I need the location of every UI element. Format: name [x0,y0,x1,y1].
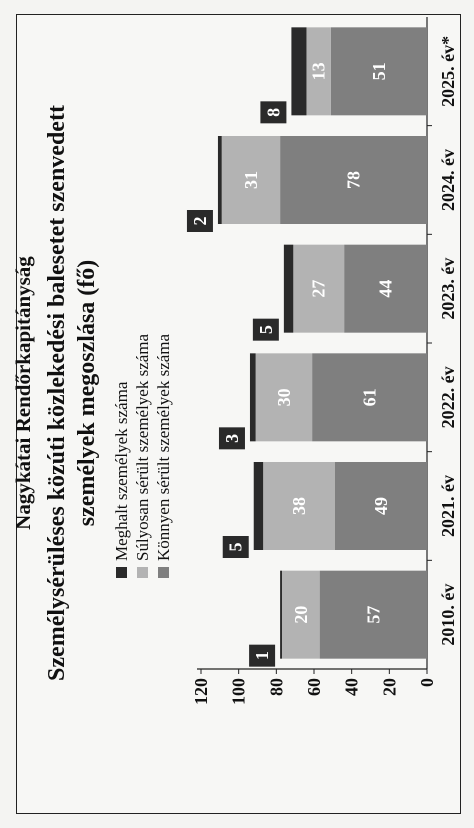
data-label-killed: 1 [252,651,272,660]
y-tick-label: 120 [191,678,211,705]
bar-segment-killed [283,244,294,333]
bar-segment-killed [253,462,264,550]
data-label-killed: 3 [222,434,242,443]
data-label-killed: 8 [263,108,283,117]
bar-segment-light [312,353,427,442]
y-tick-label: 40 [342,678,362,696]
x-category-label: 2025. év* [438,36,458,107]
bar-segment-severe [306,27,331,116]
data-label-killed: 5 [226,543,246,552]
data-label-severe: 27 [309,280,329,298]
data-label-killed: 5 [256,325,276,334]
y-tick-label: 60 [304,678,324,696]
data-label-severe: 20 [291,606,311,624]
y-tick-label: 0 [417,678,437,687]
data-label-box-killed [218,427,245,450]
y-tick-label: 20 [379,678,399,696]
data-label-severe: 31 [241,171,261,189]
x-category-label: 2010. év [438,584,458,646]
data-label-light: 78 [344,171,364,189]
bar-segment-severe [255,353,313,442]
data-label-box-killed [249,644,276,667]
x-category-label: 2022. év [438,366,458,428]
data-label-box-killed [260,101,287,124]
bar-segment-killed [291,27,307,116]
data-label-light: 44 [376,280,396,298]
bar-segment-severe [281,570,320,659]
bar-segment-light [344,244,427,333]
data-label-killed: 2 [190,217,210,226]
x-category-label: 2023. év [438,258,458,320]
bar-segment-light [280,136,427,224]
bar-segment-severe [263,462,335,550]
data-label-box-killed [222,536,249,558]
data-label-severe: 30 [274,388,294,406]
bar-segment-light [330,27,428,116]
x-category-label: 2024. év [438,149,458,211]
data-label-box-killed [252,318,279,341]
bar-segment-light [319,570,427,659]
y-tick-label: 80 [266,678,286,696]
bar-segment-severe [221,136,281,224]
y-tick-label: 100 [229,678,249,705]
bar-segment-killed [217,136,222,224]
x-category-label: 2021. év [438,475,458,537]
data-label-light: 49 [371,497,391,515]
data-label-severe: 13 [309,62,329,80]
data-label-light: 61 [360,388,380,406]
data-label-severe: 38 [289,497,309,515]
data-label-box-killed [186,210,213,232]
data-label-light: 51 [369,62,389,80]
bar-segment-light [334,462,428,550]
bar-segment-killed [249,353,256,442]
bar-segment-severe [293,244,345,333]
chart-frame: Nagykátai Rendőrkapitányság Személysérül… [11,14,461,814]
bar-segment-killed [280,570,282,659]
data-label-light: 57 [363,606,383,624]
